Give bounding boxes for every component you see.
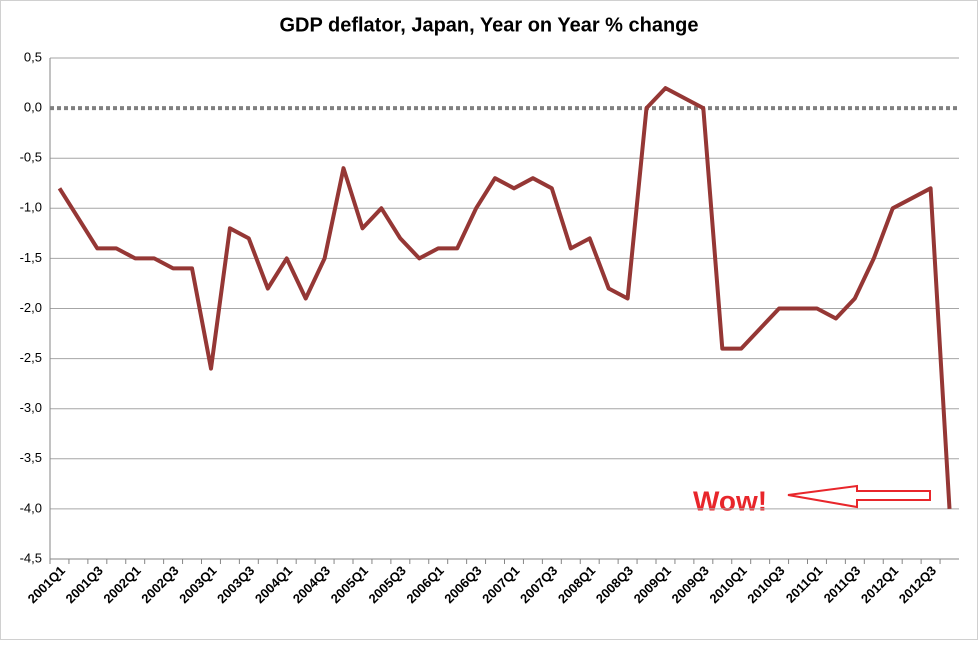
y-tick-label: -1,5 (20, 250, 42, 265)
y-tick-label: -4,5 (20, 550, 42, 565)
y-tick-label: 0,5 (24, 49, 42, 64)
y-tick-label: -4,0 (20, 500, 42, 515)
y-tick-label: -2,0 (20, 300, 42, 315)
chart-title: GDP deflator, Japan, Year on Year % chan… (279, 14, 698, 36)
y-tick-label: -0,5 (20, 150, 42, 165)
annotation: Wow! (693, 485, 767, 516)
y-tick-label: -1,0 (20, 200, 42, 215)
y-tick-label: -3,0 (20, 400, 42, 415)
arrow (787, 484, 931, 509)
data-line (57, 86, 952, 510)
y-tick-label: -2,5 (20, 350, 42, 365)
y-tick-label: 0,0 (24, 100, 42, 115)
y-tick-label: -3,5 (20, 450, 42, 465)
